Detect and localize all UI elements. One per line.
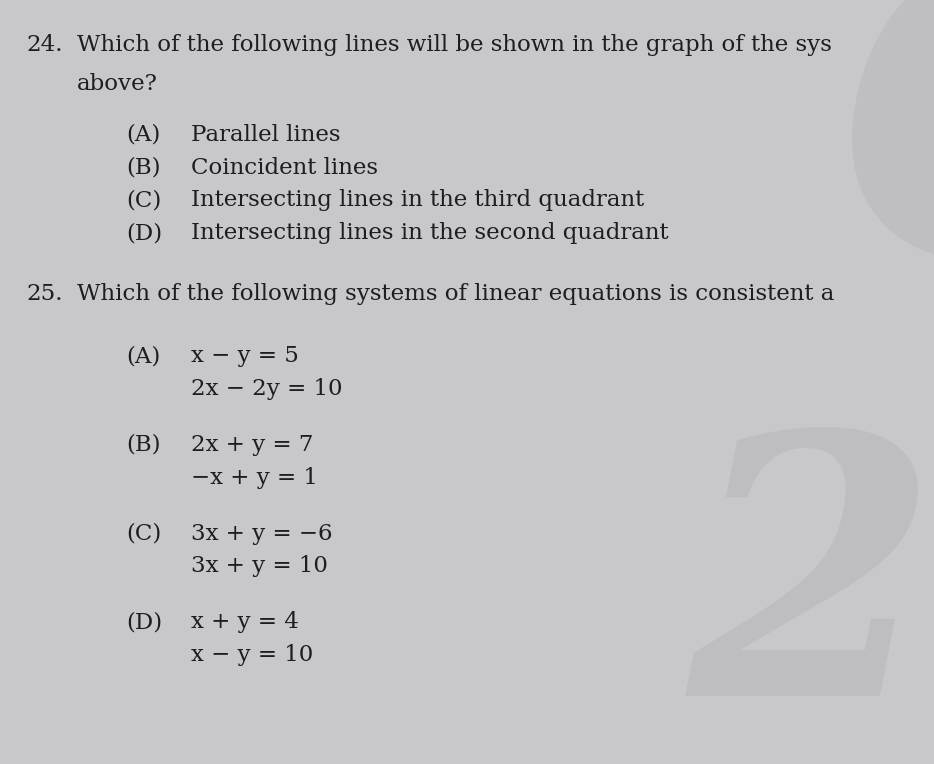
Text: Which of the following systems of linear equations is consistent a: Which of the following systems of linear… (77, 283, 834, 305)
Text: −x + y = 1: −x + y = 1 (191, 467, 318, 489)
Text: (C): (C) (126, 523, 162, 545)
Text: (D): (D) (126, 222, 163, 244)
Text: x + y = 4: x + y = 4 (191, 611, 299, 633)
Text: (B): (B) (126, 157, 161, 179)
Text: (B): (B) (126, 434, 161, 456)
Text: Parallel lines: Parallel lines (191, 124, 341, 146)
Text: (D): (D) (126, 611, 163, 633)
Text: Intersecting lines in the second quadrant: Intersecting lines in the second quadran… (191, 222, 669, 244)
Text: x − y = 5: x − y = 5 (191, 345, 299, 367)
Text: (C): (C) (126, 189, 162, 212)
Text: above?: above? (77, 73, 158, 95)
Text: Which of the following lines will be shown in the graph of the sys: Which of the following lines will be sho… (77, 34, 831, 57)
Text: (A): (A) (126, 124, 161, 146)
Text: 25.: 25. (26, 283, 63, 305)
Text: 2x − 2y = 10: 2x − 2y = 10 (191, 378, 343, 400)
Text: 3x + y = −6: 3x + y = −6 (191, 523, 333, 545)
Text: (A): (A) (126, 345, 161, 367)
Text: Coincident lines: Coincident lines (191, 157, 378, 179)
Text: 24.: 24. (26, 34, 63, 57)
Text: Intersecting lines in the third quadrant: Intersecting lines in the third quadrant (191, 189, 644, 212)
Text: 2x + y = 7: 2x + y = 7 (191, 434, 314, 456)
Text: 3x + y = 10: 3x + y = 10 (191, 555, 329, 578)
Text: x − y = 10: x − y = 10 (191, 644, 314, 666)
Text: C: C (838, 0, 934, 346)
Text: 2: 2 (686, 421, 934, 764)
